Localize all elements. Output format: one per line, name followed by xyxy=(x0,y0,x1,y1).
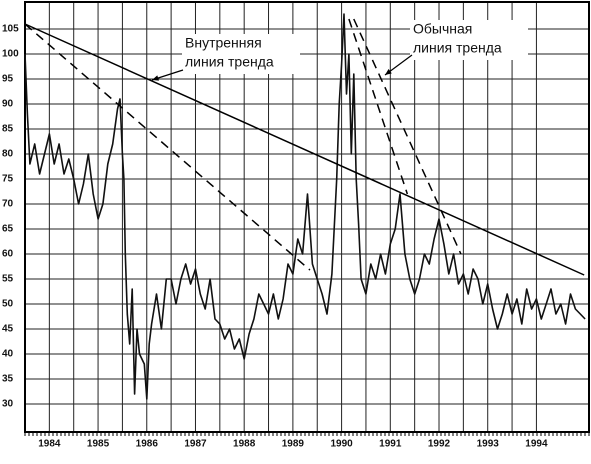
price-line xyxy=(24,13,586,400)
y-tick-label: 75 xyxy=(2,174,14,185)
y-tick-label: 90 xyxy=(2,99,14,110)
y-tick-label: 50 xyxy=(2,299,14,310)
x-tick-label: 1986 xyxy=(136,439,159,450)
y-tick-label: 95 xyxy=(2,74,14,85)
y-tick-label: 100 xyxy=(2,49,19,60)
annotation-text: линия тренда xyxy=(413,40,502,56)
x-tick-label: 1985 xyxy=(87,439,110,450)
y-tick-label: 85 xyxy=(2,124,14,135)
x-tick-label: 1990 xyxy=(330,439,353,450)
y-tick-label: 55 xyxy=(2,274,14,285)
x-tick-label: 1993 xyxy=(477,439,500,450)
x-tick-label: 1984 xyxy=(38,439,61,450)
trend-line xyxy=(24,23,585,276)
annotation-text: Внутренняя xyxy=(185,35,262,51)
annotation-text: линия тренда xyxy=(185,54,274,70)
plot-frame xyxy=(24,1,590,433)
x-tick-label: 1991 xyxy=(379,439,402,450)
x-tick-label: 1988 xyxy=(233,439,256,450)
annotation-bg xyxy=(410,20,528,60)
trend-line xyxy=(348,18,409,195)
y-tick-label: 45 xyxy=(2,324,14,335)
x-tick-label: 1994 xyxy=(525,439,548,450)
y-tick-label: 60 xyxy=(2,249,14,260)
x-tick-label: 1987 xyxy=(184,439,207,450)
trend-line xyxy=(353,18,462,255)
y-tick-label: 30 xyxy=(2,399,14,410)
annotation-bg xyxy=(182,34,300,74)
x-tick-label: 1989 xyxy=(282,439,305,450)
trend-line xyxy=(24,23,311,271)
x-tick-label: 1992 xyxy=(428,439,451,450)
y-tick-label: 70 xyxy=(2,199,14,210)
annotation-text: Обычная xyxy=(413,21,472,37)
arrow-head xyxy=(152,75,159,81)
y-tick-label: 105 xyxy=(2,24,19,35)
y-tick-label: 65 xyxy=(2,224,14,235)
y-tick-label: 80 xyxy=(2,149,14,160)
y-tick-label: 40 xyxy=(2,349,14,360)
arrow-head xyxy=(385,68,392,75)
y-tick-label: 35 xyxy=(2,374,14,385)
